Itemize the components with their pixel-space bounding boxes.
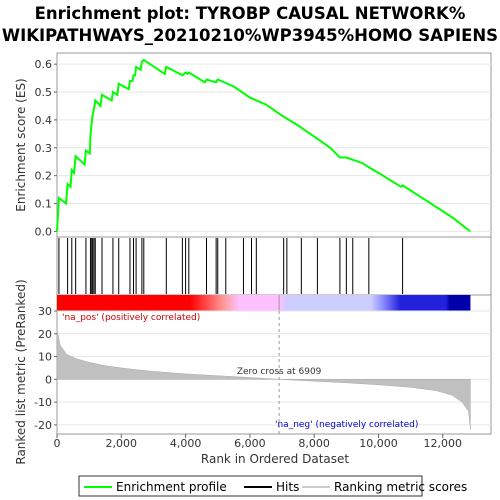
x-axis-label: Rank in Ordered Dataset [201, 452, 349, 466]
legend-metric-label: Ranking metric scores [334, 480, 467, 494]
positive-correlation-label: 'na_pos' (positively correlated) [62, 313, 200, 323]
metric-y-ticks: 30 20 10 0 -10 -20 [34, 305, 57, 432]
es-y-axis-label: Enrichment score (ES) [14, 78, 28, 211]
ranking-metric-area [56, 329, 471, 430]
metric-tick-label: -20 [34, 419, 52, 432]
x-tick-label: 8,000 [298, 437, 330, 450]
es-tick-label: 0.2 [35, 170, 53, 183]
metric-tick-label: 30 [38, 305, 52, 318]
metric-tick-label: -10 [34, 396, 52, 409]
title-line-2: WIKIPATHWAYS_20210210%WP3945%HOMO SAPIEN… [2, 26, 498, 45]
x-tick-label: 0 [54, 437, 61, 450]
x-tick-label: 4,000 [170, 437, 202, 450]
metric-tick-label: 10 [38, 351, 52, 364]
zero-cross-label: Zero cross at 6909 [237, 367, 322, 377]
es-grid [57, 63, 491, 232]
x-tick-label: 12,000 [424, 437, 463, 450]
es-tick-label: 0.3 [35, 142, 53, 155]
es-tick-label: 0.0 [35, 225, 53, 238]
es-tick-label: 0.6 [35, 58, 53, 71]
metric-tick-label: 0 [45, 373, 52, 386]
x-tick-label: 10,000 [359, 437, 398, 450]
negative-correlation-label: 'na_neg' (negatively correlated) [275, 420, 418, 430]
es-tick-label: 0.4 [35, 114, 53, 127]
enrichment-profile-line [56, 58, 471, 233]
hits-panel-frame [56, 236, 492, 296]
hits-marks [58, 238, 404, 294]
es-tick-label: 0.5 [35, 86, 53, 99]
x-tick-label: 6,000 [234, 437, 266, 450]
x-ticks: 0 2,000 4,000 6,000 8,000 10,000 12,000 [54, 434, 463, 450]
legend-hits-label: Hits [276, 480, 299, 494]
x-tick-label: 2,000 [106, 437, 138, 450]
legend-enrichment-label: Enrichment profile [116, 480, 227, 494]
title-line-1: Enrichment plot: TYROBP CAUSAL NETWORK% [35, 4, 466, 23]
metric-tick-label: 20 [38, 328, 52, 341]
es-tick-label: 0.1 [35, 198, 53, 211]
es-panel-frame [56, 52, 492, 238]
ranking-gradient-bar [57, 295, 471, 311]
es-y-ticks: 0.0 0.1 0.2 0.3 0.4 0.5 0.6 [35, 58, 57, 238]
metric-y-axis-label: Ranked list metric (PreRanked) [14, 279, 28, 464]
